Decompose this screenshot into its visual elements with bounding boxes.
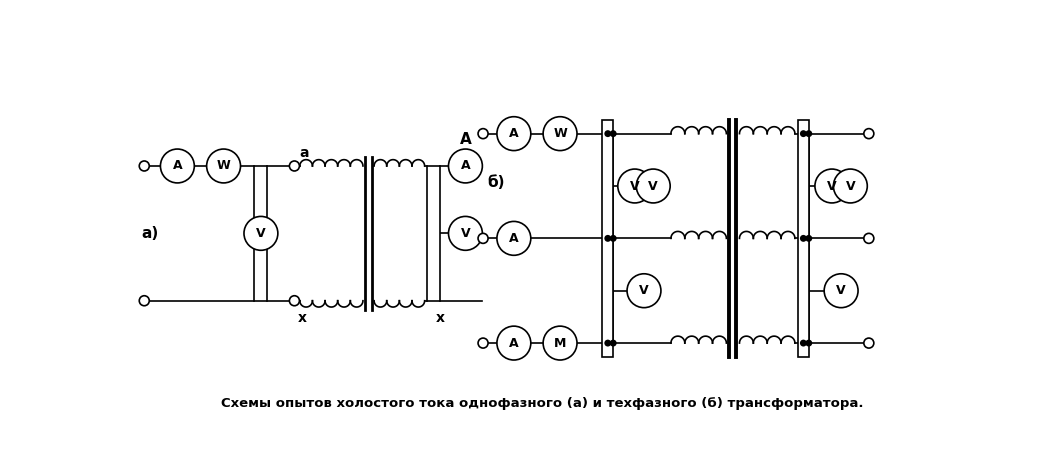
Text: x: x bbox=[435, 311, 445, 325]
Bar bbox=[254, 166, 268, 301]
Circle shape bbox=[497, 326, 531, 360]
Circle shape bbox=[497, 221, 531, 255]
Circle shape bbox=[478, 233, 488, 244]
Text: x: x bbox=[298, 311, 306, 325]
Circle shape bbox=[610, 235, 616, 242]
Circle shape bbox=[289, 296, 300, 306]
Circle shape bbox=[805, 340, 812, 346]
Circle shape bbox=[139, 161, 149, 171]
Text: W: W bbox=[217, 160, 231, 172]
Circle shape bbox=[610, 130, 616, 137]
Text: V: V bbox=[827, 179, 837, 193]
Text: A: A bbox=[173, 160, 182, 172]
Circle shape bbox=[627, 274, 661, 308]
Circle shape bbox=[160, 149, 194, 183]
Circle shape bbox=[139, 296, 149, 306]
Circle shape bbox=[543, 117, 577, 151]
Circle shape bbox=[805, 235, 812, 242]
Text: V: V bbox=[845, 179, 856, 193]
Bar bbox=[603, 120, 613, 357]
Circle shape bbox=[610, 340, 616, 346]
Text: V: V bbox=[461, 227, 470, 240]
Bar bbox=[798, 120, 809, 357]
Circle shape bbox=[800, 340, 807, 346]
Circle shape bbox=[864, 129, 874, 139]
Text: W: W bbox=[553, 127, 567, 140]
Circle shape bbox=[478, 338, 488, 348]
Circle shape bbox=[636, 169, 670, 203]
Circle shape bbox=[815, 169, 849, 203]
Bar bbox=[427, 166, 441, 301]
Text: а): а) bbox=[141, 226, 159, 241]
Text: A: A bbox=[509, 127, 519, 140]
Circle shape bbox=[449, 149, 482, 183]
Text: V: V bbox=[640, 284, 649, 297]
Circle shape bbox=[244, 217, 277, 250]
Circle shape bbox=[207, 149, 240, 183]
Text: A: A bbox=[509, 232, 519, 245]
Circle shape bbox=[864, 338, 874, 348]
Text: A: A bbox=[461, 160, 470, 172]
Circle shape bbox=[824, 274, 858, 308]
Text: V: V bbox=[837, 284, 846, 297]
Circle shape bbox=[800, 130, 807, 137]
Circle shape bbox=[449, 217, 482, 250]
Circle shape bbox=[800, 235, 807, 242]
Text: V: V bbox=[648, 179, 658, 193]
Circle shape bbox=[543, 326, 577, 360]
Text: V: V bbox=[630, 179, 640, 193]
Circle shape bbox=[864, 233, 874, 244]
Circle shape bbox=[478, 129, 488, 139]
Text: Схемы опытов холостого тока однофазного (а) и техфазного (б) трансформатора.: Схемы опытов холостого тока однофазного … bbox=[221, 396, 864, 410]
Circle shape bbox=[605, 340, 611, 346]
Text: a: a bbox=[300, 146, 309, 160]
Text: A: A bbox=[460, 132, 471, 146]
Circle shape bbox=[605, 235, 611, 242]
Text: A: A bbox=[509, 337, 519, 350]
Text: V: V bbox=[256, 227, 266, 240]
Circle shape bbox=[497, 117, 531, 151]
Circle shape bbox=[289, 161, 300, 171]
Text: б): б) bbox=[488, 176, 505, 190]
Circle shape bbox=[617, 169, 651, 203]
Text: M: M bbox=[554, 337, 567, 350]
Circle shape bbox=[833, 169, 867, 203]
Circle shape bbox=[805, 130, 812, 137]
Circle shape bbox=[605, 130, 611, 137]
